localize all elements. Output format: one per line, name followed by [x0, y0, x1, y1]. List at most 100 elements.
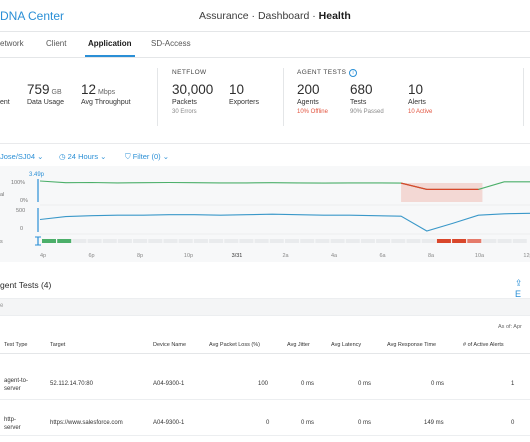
- status-cell: [57, 239, 72, 243]
- status-cell: [330, 239, 345, 243]
- response-time-cell: 149 ms: [424, 420, 444, 426]
- status-cell: [209, 239, 224, 243]
- column-header[interactable]: Avg Latency: [331, 342, 362, 348]
- x-axis-tick-label: 8a: [428, 253, 435, 259]
- tab-network[interactable]: etwork: [0, 39, 24, 48]
- filter-icon: ⛉: [125, 152, 131, 161]
- status-cell: [345, 239, 360, 243]
- agents-value: 200: [297, 82, 320, 97]
- chevron-down-icon: ⌄: [100, 152, 107, 161]
- x-axis-tick-label: 6a: [379, 253, 386, 259]
- column-header[interactable]: Device Name: [153, 342, 187, 348]
- status-cell: [269, 239, 284, 243]
- status-cell: [72, 239, 87, 243]
- divider: [523, 68, 524, 126]
- x-axis-tick-label: 2a: [282, 253, 289, 259]
- x-axis-tick-label: 12p: [523, 253, 530, 259]
- throughput-value: 12 Mbps: [81, 82, 116, 97]
- divider: [283, 68, 284, 126]
- agent-tests-section-label: AGENT TESTS i: [297, 69, 358, 77]
- status-cell: [148, 239, 163, 243]
- x-axis-tick-label: 8p: [137, 253, 143, 259]
- tab-application[interactable]: Application: [88, 39, 132, 48]
- tab-sd-access[interactable]: SD-Access: [151, 39, 191, 48]
- chart-data-layer: 4p 6p 8p 10p 3/31 2a 4a 6a 8a 10a 12p: [40, 180, 530, 259]
- target-cell: https://www.salesforce.com: [50, 420, 123, 426]
- column-header[interactable]: Avg Jitter: [287, 342, 310, 348]
- status-cell: [224, 239, 239, 243]
- clock-icon: ◷: [59, 152, 66, 161]
- x-axis-tick-label: 10a: [475, 253, 485, 259]
- status-cell: [452, 239, 467, 243]
- status-cell: [42, 239, 56, 243]
- status-cell: [193, 239, 208, 243]
- throughput-label: Avg Throughput: [81, 99, 131, 106]
- packet-loss-cell: 100: [258, 381, 269, 387]
- status-cell: [254, 239, 269, 243]
- column-header[interactable]: Avg Response Time: [387, 342, 437, 348]
- device-name-cell: A04-9300-1: [153, 420, 185, 426]
- export-icon[interactable]: ⇪ E: [515, 278, 523, 299]
- alerts-label: Alerts: [408, 99, 426, 106]
- agent-tests-title: gent Tests (4): [0, 280, 52, 290]
- status-cell: [436, 239, 451, 243]
- metrics-summary: ent 759 GB Data Usage 12 Mbps Avg Throughp…: [0, 58, 530, 144]
- x-axis-tick-label: 4p: [40, 253, 46, 259]
- status-cell: [482, 239, 497, 243]
- status-cell: [467, 239, 482, 243]
- filter-dropdown[interactable]: ⛉ Filter (0) ⌄: [125, 152, 170, 161]
- divider: [157, 68, 158, 126]
- table-row[interactable]: http-server https://www.salesforce.com A…: [0, 402, 530, 436]
- tab-bar: etwork Client Application SD-Access: [0, 32, 530, 58]
- status-cell: [360, 239, 375, 243]
- column-header[interactable]: # of Active Alerts: [463, 342, 504, 348]
- column-header[interactable]: Target: [50, 342, 66, 348]
- agents-offline: 10% Offline: [297, 109, 328, 115]
- status-cell: [239, 239, 254, 243]
- jitter-cell: 0 ms: [301, 420, 315, 426]
- as-of-timestamp: As of: Apr: [498, 324, 522, 330]
- status-cell: [285, 239, 299, 243]
- table-filter-strip[interactable]: e: [0, 298, 530, 316]
- cursor-time-label: 3.49p: [29, 172, 45, 178]
- tests-label: Tests: [350, 99, 367, 106]
- table-header: Test Type Target Device Name Avg Packet …: [0, 336, 530, 354]
- packets-label: Packets: [172, 99, 197, 106]
- data-usage-value: 759 GB: [27, 82, 62, 97]
- upper-series-drop: [400, 182, 479, 191]
- status-cell: [300, 239, 315, 243]
- y-axis-label: 0: [20, 226, 23, 232]
- exporters-value: 10: [229, 82, 245, 97]
- column-header[interactable]: Test Type: [4, 342, 28, 348]
- timeline-chart[interactable]: 4p 6p 8p 10p 3/31 2a 4a 6a 8a 10a 12p 3.49p 100% 0…: [0, 166, 530, 262]
- chevron-down-icon: ⌄: [162, 152, 170, 161]
- status-cell: [178, 239, 193, 243]
- filter-bar: Jose/SJ04 ⌄ ◷ 24 Hours ⌄ ⛉ Filter (0) ⌄: [0, 150, 530, 164]
- latency-cell: 0 ms: [358, 420, 372, 426]
- table-row[interactable]: agent-to-server 52.112.14.70:80 A04-9300…: [0, 366, 530, 400]
- active-tab-indicator: [85, 55, 135, 57]
- page-title-prefix: Assurance · Dashboard ·: [199, 10, 319, 22]
- tab-client[interactable]: Client: [46, 39, 67, 48]
- latency-cell: 0 ms: [358, 381, 372, 387]
- time-range-dropdown[interactable]: ◷ 24 Hours ⌄: [59, 152, 107, 161]
- exporters-label: Exporters: [229, 99, 259, 106]
- page-title: Assurance · Dashboard · Health: [199, 10, 351, 22]
- status-cell: [117, 239, 132, 243]
- tests-passed: 90% Passed: [350, 109, 384, 115]
- data-usage-label: Data Usage: [27, 99, 64, 106]
- x-axis-tick-label: 10p: [184, 253, 193, 259]
- netflow-section-label: NETFLOW: [172, 69, 207, 76]
- packet-loss-cell: 0: [266, 420, 270, 426]
- agent-tests-header: gent Tests (4) ⇪ E: [0, 277, 530, 299]
- column-header[interactable]: Avg Packet Loss (%): [209, 342, 260, 348]
- status-cell: [315, 239, 330, 243]
- location-dropdown[interactable]: Jose/SJ04 ⌄: [0, 152, 44, 161]
- app-name[interactable]: DNA Center: [0, 9, 65, 23]
- chart-labels: 3.49p 100% 0% al 500 0 s: [0, 172, 45, 245]
- status-cell: [102, 239, 117, 243]
- info-icon[interactable]: i: [349, 69, 358, 77]
- status-cell: [391, 239, 406, 243]
- device-name-cell: A04-9300-1: [153, 381, 185, 387]
- status-cell: [376, 239, 391, 243]
